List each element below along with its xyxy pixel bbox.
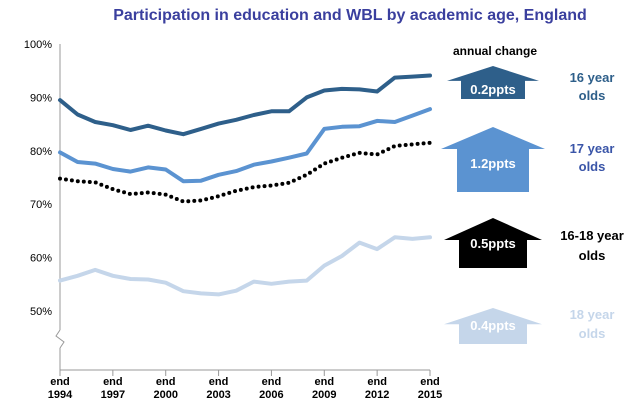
plot-area: 50%60%70%80%90%100% end1994end1997end200… bbox=[24, 39, 442, 401]
series-label-line1: 18 year bbox=[570, 307, 615, 322]
x-tick-label-line2: 2003 bbox=[206, 389, 230, 401]
series-label-line2: olds bbox=[579, 88, 606, 103]
annual-change-items: 0.2ppts 16 year olds 1.2ppts 17 year olds 0.5p… bbox=[441, 66, 624, 344]
x-tick-label-line2: 2015 bbox=[418, 389, 442, 401]
x-tick-label-line2: 2006 bbox=[259, 389, 283, 401]
annual-change-arrow bbox=[447, 66, 539, 99]
series-line-0 bbox=[58, 73, 432, 137]
annual-change-arrow bbox=[441, 127, 545, 192]
annual-change-arrow bbox=[444, 218, 542, 268]
x-tick-label-line2: 1994 bbox=[48, 389, 73, 401]
x-tick-label-line2: 2000 bbox=[153, 389, 177, 401]
x-tick-label-line1: end bbox=[156, 376, 176, 388]
y-tick-label: 50% bbox=[30, 306, 52, 318]
x-tick-label-line1: end bbox=[420, 376, 440, 388]
annual-change-value: 0.5ppts bbox=[470, 236, 516, 251]
x-tick-label-line1: end bbox=[262, 376, 282, 388]
x-tick-label-line1: end bbox=[209, 376, 229, 388]
series-label-line1: 17 year bbox=[570, 141, 615, 156]
x-tick-label-line1: end bbox=[50, 376, 70, 388]
series-label-line1: 16-18 year bbox=[560, 228, 624, 243]
series-lines bbox=[58, 73, 432, 297]
y-tick-label: 70% bbox=[30, 199, 52, 211]
y-tick-label: 100% bbox=[24, 39, 52, 51]
x-tick-label-line1: end bbox=[315, 376, 335, 388]
series-label-line2: olds bbox=[579, 248, 606, 263]
x-tick-label-line1: end bbox=[103, 376, 123, 388]
y-tick-label: 90% bbox=[30, 92, 52, 104]
series-label-line2: olds bbox=[579, 326, 606, 341]
x-tick-label-line1: end bbox=[367, 376, 387, 388]
y-tick-label: 60% bbox=[30, 253, 52, 265]
y-axis-break bbox=[55, 329, 65, 349]
x-ticks: end1994end1997end2000end2003end2006end20… bbox=[48, 370, 442, 401]
annual-change-arrow bbox=[444, 308, 542, 344]
annual-change-value: 1.2ppts bbox=[470, 156, 516, 171]
chart-title: Participation in education and WBL by ac… bbox=[113, 7, 587, 24]
y-tick-label: 80% bbox=[30, 146, 52, 158]
y-ticks: 50% 60% 70% 80% 90% 100% bbox=[24, 39, 52, 318]
x-tick-label-line2: 2009 bbox=[312, 389, 336, 401]
x-tick-label-line2: 1997 bbox=[101, 389, 125, 401]
series-label-line2: olds bbox=[579, 159, 606, 174]
annual-change-heading: annual change bbox=[453, 44, 537, 58]
series-line-3 bbox=[58, 235, 432, 297]
annual-change-value: 0.4ppts bbox=[470, 318, 516, 333]
annual-change-value: 0.2ppts bbox=[470, 82, 516, 97]
annual-change-panel: annual change 0.2ppts 16 year olds 1.2ppts 1… bbox=[441, 44, 624, 344]
series-label-line1: 16 year bbox=[570, 70, 615, 85]
series-line-1 bbox=[58, 107, 432, 184]
series-line-2 bbox=[58, 140, 432, 204]
x-tick-label-line2: 2012 bbox=[365, 389, 389, 401]
